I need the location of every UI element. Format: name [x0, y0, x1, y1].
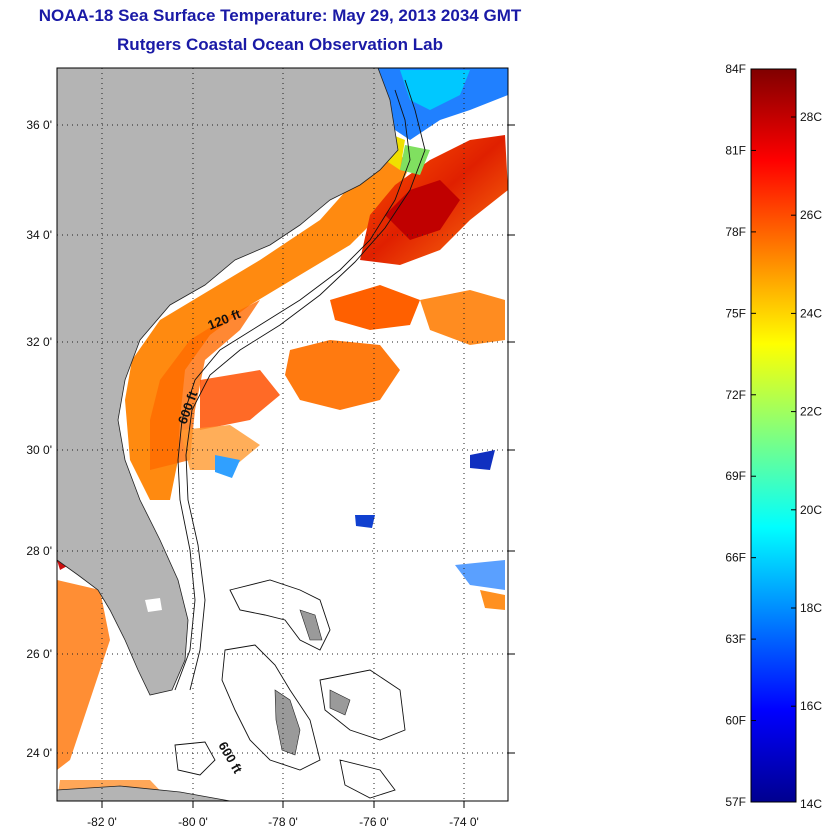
bathymetry-contours	[174, 79, 426, 799]
colorbar-celsius-labels: 28C 26C 24C 22C 20C 18C 16C 14C	[791, 110, 822, 811]
lon-label-76: -76 0'	[359, 815, 389, 829]
lat-label-24: 24 0'	[26, 746, 52, 760]
colorbar-f-label: 69F	[725, 469, 746, 483]
lat-label-34: 34 0'	[26, 228, 52, 242]
colorbar-gradient	[750, 68, 797, 803]
colorbar-c-label: 20C	[800, 503, 822, 517]
lon-label-80: -80 0'	[178, 815, 208, 829]
colorbar-c-label: 18C	[800, 601, 822, 615]
colorbar-fahrenheit-labels: 84F 81F 78F 75F 72F 69F 66F 63F 60F 57F	[725, 62, 756, 809]
colorbar-f-label: 72F	[725, 388, 746, 402]
lat-label-30: 30 0'	[26, 443, 52, 457]
colorbar-f-label: 57F	[725, 795, 746, 809]
colorbar-f-label: 60F	[725, 714, 746, 728]
lon-label-74: -74 0'	[449, 815, 479, 829]
map-title: NOAA-18 Sea Surface Temperature: May 29,…	[38, 6, 522, 25]
map-subtitle: Rutgers Coastal Ocean Observation Lab	[117, 35, 443, 54]
colorbar-c-label: 16C	[800, 699, 822, 713]
colorbar-f-label: 63F	[725, 632, 746, 646]
lat-label-36: 36 0'	[26, 118, 52, 132]
sst-map: 36 0' 34 0' 32 0' 30 0' 28 0' 26 0' 24 0…	[26, 67, 515, 829]
axis-ticks	[101, 124, 515, 808]
colorbar-c-label: 24C	[800, 306, 822, 320]
colorbar-c-label: 26C	[800, 208, 822, 222]
colorbar: 84F 81F 78F 75F 72F 69F 66F 63F 60F 57F 28C 26C 24C…	[725, 62, 822, 811]
lon-label-78: -78 0'	[268, 815, 298, 829]
colorbar-f-label: 84F	[725, 62, 746, 76]
graticule	[57, 68, 508, 801]
colorbar-c-label: 22C	[800, 405, 822, 419]
colorbar-f-label: 78F	[725, 225, 746, 239]
lat-label-26: 26 0'	[26, 647, 52, 661]
colorbar-c-label: 28C	[800, 110, 822, 124]
lat-tick-labels: 36 0' 34 0' 32 0' 30 0' 28 0' 26 0' 24 0…	[26, 118, 52, 760]
lat-label-32: 32 0'	[26, 335, 52, 349]
land	[57, 68, 399, 801]
colorbar-f-label: 81F	[725, 143, 746, 157]
colorbar-f-label: 66F	[725, 551, 746, 565]
lon-label-82: -82 0'	[87, 815, 117, 829]
colorbar-c-label: 14C	[800, 797, 822, 811]
lat-label-28: 28 0'	[26, 544, 52, 558]
colorbar-f-label: 75F	[725, 306, 746, 320]
lon-tick-labels: -82 0' -80 0' -78 0' -76 0' -74 0'	[87, 815, 479, 829]
